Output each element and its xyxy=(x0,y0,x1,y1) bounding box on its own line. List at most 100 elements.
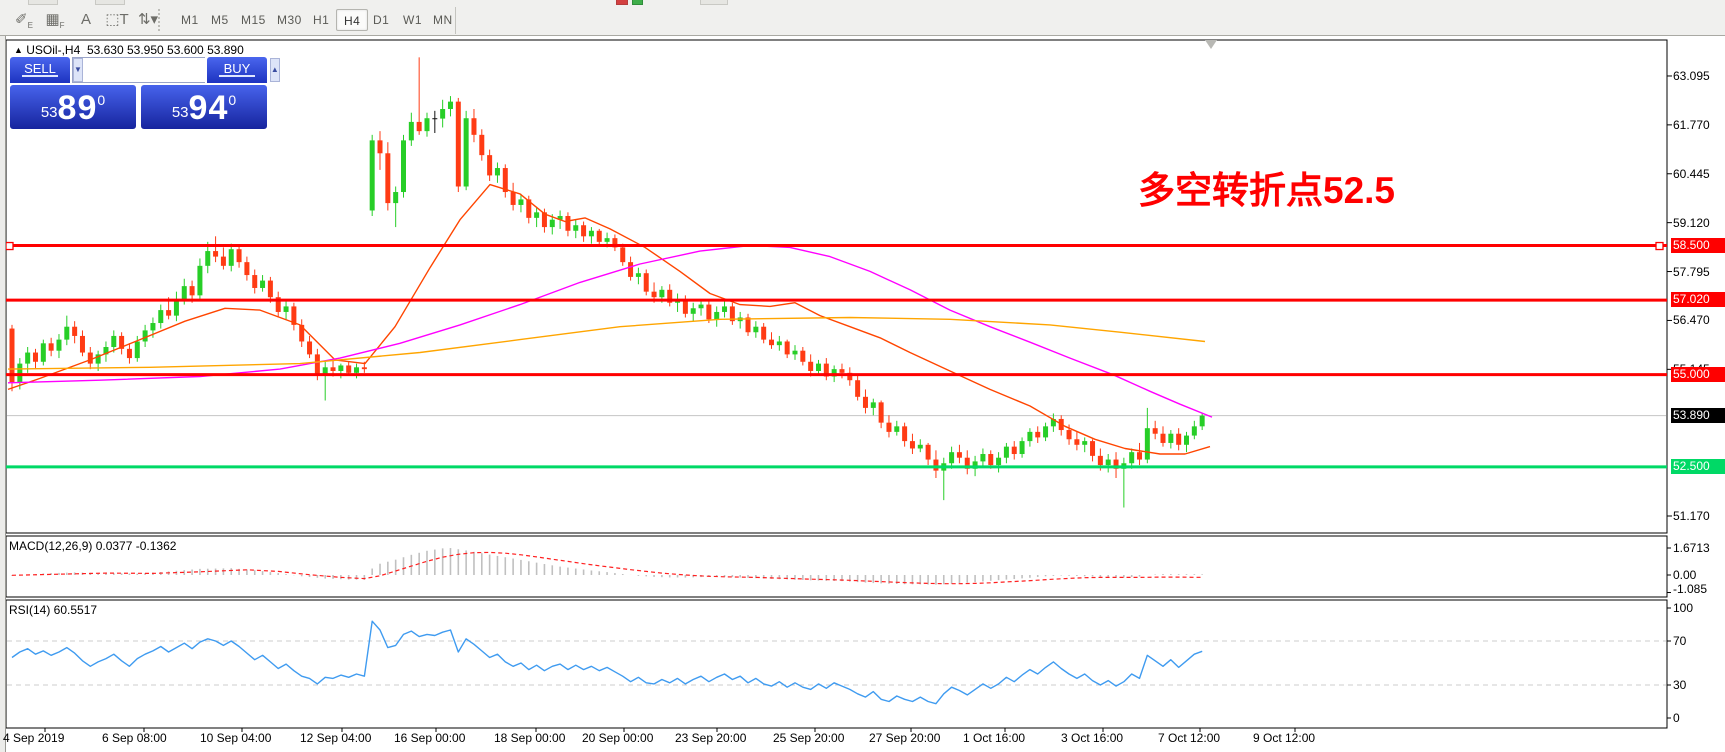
candle-body xyxy=(878,402,884,423)
volume-up-button[interactable]: ▲ xyxy=(269,58,280,82)
candle-body xyxy=(338,365,344,371)
clipped-toolbar-row xyxy=(0,0,1725,5)
candle-body xyxy=(189,286,195,296)
textbox-t-icon[interactable]: ⬚T xyxy=(105,11,129,28)
one-click-trade-panel: SELL ▼ ▲ BUY 53890 53940 xyxy=(10,57,280,129)
candle-body xyxy=(549,219,555,228)
candle-body xyxy=(440,109,446,119)
candle-body xyxy=(291,306,297,325)
candle-body xyxy=(933,459,939,471)
line-anchor-handle[interactable] xyxy=(5,241,14,251)
sell-button[interactable]: SELL xyxy=(10,57,70,83)
candle-body xyxy=(706,304,712,320)
volume-down-button[interactable]: ▼ xyxy=(73,58,83,82)
timeframe-button-m30[interactable]: M30 xyxy=(277,13,302,27)
time-tick-label: 1 Oct 16:00 xyxy=(963,731,1026,745)
candle-body xyxy=(510,192,516,205)
candle-body xyxy=(988,454,994,466)
rsi-panel-frame[interactable] xyxy=(5,599,1668,729)
time-tick-label: 3 Oct 16:00 xyxy=(1061,731,1124,745)
candle-body xyxy=(635,273,641,277)
candle-body xyxy=(228,249,234,266)
collapse-arrow-icon[interactable]: ▲ xyxy=(14,45,23,55)
rsi-label: RSI(14) 60.5517 xyxy=(9,603,98,617)
macd-label: MACD(12,26,9) 0.0377 -0.1362 xyxy=(9,539,177,553)
candle-body xyxy=(1152,428,1158,434)
candle-body xyxy=(64,326,70,340)
grid-f-icon[interactable]: ▦F xyxy=(45,11,65,30)
buy-price-button[interactable]: 53940 xyxy=(141,85,267,129)
candle-body xyxy=(769,339,775,346)
candle-body xyxy=(377,140,383,154)
candle-body xyxy=(886,422,892,432)
candle-body xyxy=(369,140,375,211)
candle-body xyxy=(307,341,313,355)
candle-body xyxy=(1090,441,1096,456)
timeframe-button-w1[interactable]: W1 xyxy=(403,13,422,27)
candle-body xyxy=(1184,435,1189,445)
candle-body xyxy=(690,308,696,314)
timeframe-button-m1[interactable]: M1 xyxy=(181,13,199,27)
candle-body xyxy=(862,396,868,408)
candle-body xyxy=(1019,441,1025,455)
time-tick-label: 25 Sep 20:00 xyxy=(773,731,845,745)
candle-body xyxy=(526,199,532,218)
price-tick-label: 59.120 xyxy=(1673,215,1710,230)
timeframe-button-h4[interactable]: H4 xyxy=(336,9,369,31)
line-anchor-handle[interactable] xyxy=(1655,241,1664,251)
candle-body xyxy=(902,426,908,442)
chart-edit-icon[interactable]: ✐E xyxy=(15,11,33,30)
candle-body xyxy=(32,352,38,362)
candle-body xyxy=(964,457,970,469)
candle-body xyxy=(244,262,250,276)
candle-body xyxy=(996,457,1002,466)
candle-body xyxy=(1082,441,1088,445)
candle-body xyxy=(972,461,978,469)
candle-body xyxy=(494,168,500,176)
chart-shift-marker-icon[interactable] xyxy=(1205,40,1217,49)
rsi-tick-label: 0 xyxy=(1673,711,1680,725)
candle-body xyxy=(815,363,821,371)
candle-body xyxy=(659,289,665,298)
candle-body xyxy=(432,118,438,120)
candle-body xyxy=(447,101,453,110)
candle-body xyxy=(330,367,336,371)
price-tick-label: 63.095 xyxy=(1673,68,1710,83)
candle-body xyxy=(581,225,587,237)
timeframe-button-mn[interactable]: MN xyxy=(433,13,453,27)
chart-toolbar: ✐E ▦F A ⬚T ⇅▾ M1 M5 M15 M30 H1 H4 D1 W1 MN xyxy=(0,5,1725,36)
price-tick-label: 51.170 xyxy=(1673,509,1710,523)
symbol-period-label: USOil-,H4 xyxy=(26,43,81,57)
candle-body xyxy=(894,426,900,432)
candle-body xyxy=(541,212,547,228)
candle-body xyxy=(925,444,931,460)
candle-body xyxy=(1066,430,1072,440)
ohlc-values: 53.630 53.950 53.600 53.890 xyxy=(86,43,244,57)
candle-body xyxy=(534,212,540,218)
timeframe-button-d1[interactable]: D1 xyxy=(373,13,390,27)
candle-body xyxy=(1176,433,1182,445)
timeframe-button-m15[interactable]: M15 xyxy=(241,13,266,27)
macd-panel-frame[interactable] xyxy=(5,535,1668,598)
sort-arrows-icon[interactable]: ⇅▾ xyxy=(137,11,159,28)
annotation-text[interactable]: 多空转折点52.5 xyxy=(1138,170,1396,211)
candle-body xyxy=(800,350,806,362)
clipped-icon xyxy=(700,0,728,5)
sell-price-button[interactable]: 53890 xyxy=(10,85,136,129)
candle-body xyxy=(1043,426,1049,438)
time-tick-label: 27 Sep 20:00 xyxy=(869,731,941,745)
timeframe-button-h1[interactable]: H1 xyxy=(313,13,330,27)
candle-body xyxy=(831,369,837,377)
candle-body xyxy=(1199,415,1205,427)
timeframe-button-m5[interactable]: M5 xyxy=(211,13,229,27)
buy-button[interactable]: BUY xyxy=(207,57,267,83)
main-panel-frame[interactable] xyxy=(5,39,1668,534)
candle-body xyxy=(408,121,414,141)
candle-body xyxy=(252,275,258,288)
text-a-icon[interactable]: A xyxy=(80,11,91,28)
macd-tick-label: 1.6713 xyxy=(1673,541,1710,555)
toolbar-drag-handle[interactable] xyxy=(158,9,163,31)
candle-body xyxy=(40,343,46,362)
candle-body xyxy=(142,330,148,342)
